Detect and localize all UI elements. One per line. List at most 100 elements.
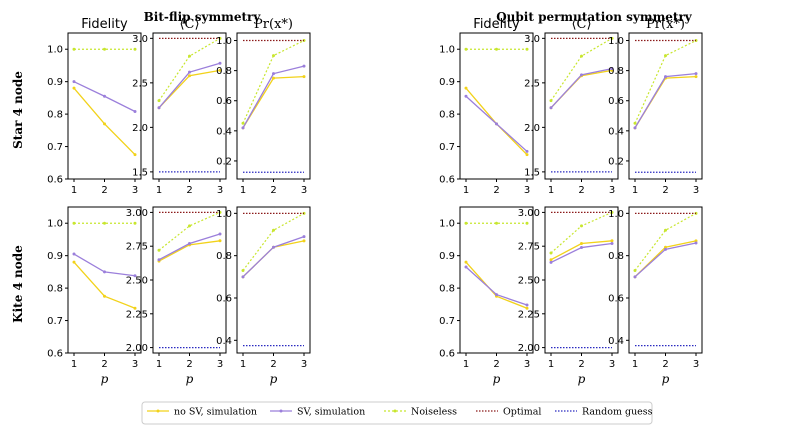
x-tick-label: 1 (463, 185, 469, 196)
x-tick-label: 2 (270, 185, 276, 196)
y-tick-label: 0.7 (47, 142, 63, 153)
y-tick-label: 0.8 (439, 110, 455, 121)
data-point-sv-simulation (495, 122, 498, 126)
data-point-noiseless (72, 221, 76, 225)
data-point-sv-simulation (188, 242, 191, 245)
data-point-noiseless (241, 121, 245, 125)
x-tick-label: 3 (301, 359, 307, 370)
x-tick-label: 3 (132, 359, 138, 370)
data-point-sv-simulation (302, 235, 306, 239)
panel-title: Fidelity (473, 17, 520, 32)
data-point-sv-simulation (133, 274, 137, 278)
data-point-noiseless (664, 228, 667, 232)
x-tick-label: 3 (693, 185, 699, 196)
y-tick-label: 0.9 (439, 251, 455, 262)
legend-marker (156, 409, 160, 413)
panel-title: Pr(x*) (646, 17, 685, 32)
y-tick-label: 1.5 (524, 167, 540, 178)
y-tick-label: 2.5 (524, 78, 540, 89)
y-tick-label: 0.8 (47, 284, 63, 295)
data-point-sv-simulation (525, 149, 529, 153)
data-point-sv-simulation (157, 106, 161, 110)
y-tick-label: 0.8 (608, 66, 624, 77)
row-label-star: Star 4 node (11, 71, 25, 149)
y-tick-label: 0.9 (47, 251, 63, 262)
data-point-no-sv-simulation (218, 239, 222, 243)
data-point-noiseless (103, 221, 106, 225)
x-tick-label: 2 (186, 359, 192, 370)
row-label-kite: Kite 4 node (11, 245, 25, 323)
y-tick-label: 2.50 (518, 276, 540, 287)
data-point-no-sv-simulation (525, 153, 529, 157)
x-axis-label: p (578, 372, 586, 386)
legend-entry-noiseless: Noiseless (384, 407, 457, 418)
data-point-sv-simulation (188, 70, 191, 74)
data-point-noiseless (464, 47, 468, 51)
plot-frame (459, 32, 534, 180)
data-point-sv-simulation (272, 245, 275, 249)
y-tick-label: 0.4 (608, 126, 624, 137)
y-tick-label: 0.8 (439, 284, 455, 295)
data-point-sv-simulation (302, 64, 306, 68)
x-axis-label: p (186, 372, 194, 386)
y-tick-label: 1.0 (439, 219, 455, 230)
y-tick-label: 1.0 (216, 36, 232, 47)
data-point-noiseless (72, 47, 76, 51)
data-point-noiseless (580, 54, 583, 58)
data-point-sv-simulation (464, 265, 468, 269)
x-tick-label: 1 (463, 359, 469, 370)
data-point-noiseless (549, 99, 553, 103)
data-point-sv-simulation (495, 293, 498, 297)
data-point-sv-simulation (610, 67, 614, 71)
data-point-sv-simulation (272, 72, 275, 76)
legend-label: Optimal (503, 407, 541, 418)
x-tick-label: 3 (217, 359, 223, 370)
data-point-no-sv-simulation (549, 258, 553, 262)
data-point-sv-simulation (103, 94, 106, 98)
data-point-noiseless (495, 221, 498, 225)
legend: no SV, simulation SV, simulation Noiseless… (141, 401, 653, 425)
x-tick-label: 3 (524, 359, 530, 370)
data-point-sv-simulation (72, 252, 76, 256)
data-point-no-sv-simulation (188, 74, 191, 78)
data-point-noiseless (525, 221, 529, 225)
y-tick-label: 0.4 (608, 336, 624, 347)
data-point-no-sv-simulation (302, 75, 306, 79)
data-point-no-sv-simulation (103, 294, 106, 298)
y-tick-label: 0.8 (216, 66, 232, 77)
data-point-noiseless (633, 268, 637, 272)
y-tick-label: 3.00 (126, 208, 148, 219)
legend-marker (279, 409, 283, 413)
x-axis-label: p (101, 372, 109, 386)
plot-frame (544, 206, 619, 354)
panel-kite-4-node-bit-flip-symmetry-expectation-c: 2.00 2.25 2.50 2.75 3.00 1 2 3 p (126, 206, 227, 386)
plot-frame (67, 32, 142, 180)
data-point-noiseless (157, 248, 161, 252)
y-tick-label: 1.0 (608, 36, 624, 47)
x-tick-label: 1 (240, 185, 246, 196)
data-point-sv-simulation (580, 246, 583, 250)
data-point-no-sv-simulation (72, 260, 76, 264)
data-point-sv-simulation (580, 73, 583, 77)
x-tick-label: 2 (662, 359, 668, 370)
panel-kite-4-node-bit-flip-symmetry-pr-xstar: 0.4 0.6 0.8 1.0 1 2 3 p (216, 206, 311, 386)
x-tick-label: 3 (524, 185, 530, 196)
y-tick-label: 3.00 (518, 208, 540, 219)
x-tick-label: 3 (217, 185, 223, 196)
panel-star-4-node-qubit-permutation-symmetry-expectation-c: ⟨C⟩ 1.5 2.0 2.5 3.0 1 2 3 (524, 17, 619, 196)
panel-title: Fidelity (81, 17, 128, 32)
data-point-noiseless (133, 221, 137, 225)
x-tick-label: 3 (301, 185, 307, 196)
y-tick-label: 0.8 (608, 251, 624, 262)
panel-kite-4-node-bit-flip-symmetry-fidelity: 0.6 0.7 0.8 0.9 1.0 1 2 3 p (47, 206, 142, 386)
legend-entry-sv-simulation: SV, simulation (270, 407, 365, 418)
data-point-noiseless (133, 47, 137, 51)
y-tick-label: 2.00 (518, 343, 540, 354)
data-point-sv-simulation (241, 275, 245, 279)
x-tick-label: 3 (693, 359, 699, 370)
data-point-sv-simulation (133, 110, 137, 114)
x-tick-label: 2 (493, 359, 499, 370)
data-point-no-sv-simulation (103, 122, 106, 126)
series-line-noiseless (634, 212, 697, 271)
